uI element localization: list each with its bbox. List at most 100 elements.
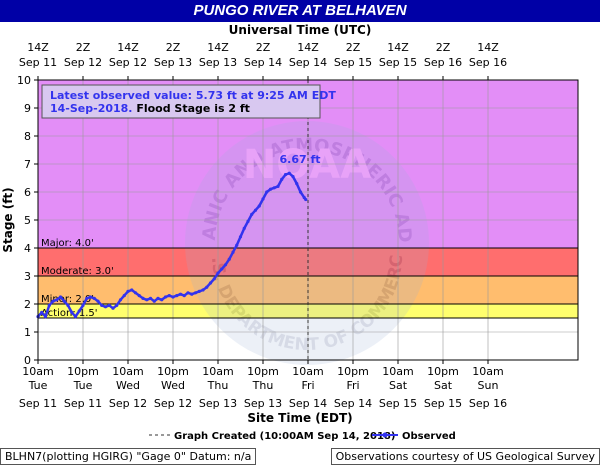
observed-point (298, 190, 303, 194)
bottom-tick-date: Sep 13 (244, 397, 282, 410)
observed-point (193, 291, 198, 295)
bottom-tick-date: Sep 14 (289, 397, 327, 410)
observed-point (70, 310, 74, 314)
observed-series (36, 171, 308, 319)
top-tick-hour: 14Z (27, 41, 49, 54)
top-tick-date: Sep 15 (379, 56, 417, 69)
observed-point (216, 271, 220, 275)
observed-point (201, 288, 205, 292)
bottom-tick-date: Sep 14 (334, 397, 372, 410)
bottom-tick-date: Sep 12 (109, 397, 147, 410)
latest-date-text: 14-Sep-2018. (50, 102, 133, 115)
peak-label: 6.67 ft (279, 153, 320, 166)
bottom-tick-time: 10am (382, 365, 413, 378)
observed-point (133, 291, 138, 295)
observed-point (304, 197, 308, 202)
observed-point (92, 296, 96, 300)
footer-credit-text: Observations courtesy of US Geological S… (330, 448, 600, 465)
observed-point (160, 298, 164, 302)
bottom-tick-date: Sep 11 (19, 397, 57, 410)
bottom-tick-day: Tue (28, 379, 48, 392)
observed-point (276, 184, 280, 188)
top-tick-date: Sep 16 (424, 56, 462, 69)
footer: BLHN7(plotting HGIRG) "Gage 0" Datum: n/… (0, 448, 600, 465)
observed-point (242, 226, 246, 230)
bottom-tick-day: Sat (434, 379, 453, 392)
observed-point (73, 315, 78, 319)
observed-point (272, 186, 276, 190)
top-tick-hour: 14Z (477, 41, 499, 54)
observed-point (77, 309, 81, 313)
top-tick-date: Sep 12 (109, 56, 147, 69)
observed-point (103, 305, 108, 309)
observed-point (107, 303, 111, 307)
top-tick-hour: 14Z (117, 41, 139, 54)
legend-observed-dot (382, 432, 388, 438)
observed-point (43, 315, 48, 319)
observed-point (268, 187, 273, 191)
y-tick-label: 0 (24, 354, 31, 367)
top-tick-hour: 2Z (346, 41, 361, 54)
y-tick-label: 8 (24, 130, 31, 143)
footer-datum-text: BLHN7(plotting HGIRG) "Gage 0" Datum: n/… (0, 448, 257, 465)
bottom-tick-time: 10am (202, 365, 233, 378)
top-tick-date: Sep 14 (289, 56, 327, 69)
top-tick-date: Sep 15 (334, 56, 372, 69)
observed-point (81, 303, 85, 307)
observed-point (287, 171, 291, 175)
observed-point (66, 303, 70, 307)
observed-point (100, 303, 104, 307)
observed-point (156, 296, 160, 300)
observed-point (235, 243, 239, 247)
observed-point (175, 294, 179, 298)
bottom-tick-date: Sep 15 (379, 397, 417, 410)
observed-point (220, 267, 224, 271)
observed-point (88, 295, 93, 299)
observed-point (167, 294, 171, 298)
category-label-moderate: Moderate: 3.0' (41, 266, 114, 277)
y-tick-label: 3 (24, 270, 31, 283)
bottom-tick-day: Fri (346, 379, 359, 392)
observed-point (58, 295, 63, 299)
observed-point (163, 295, 168, 299)
observed-point (111, 306, 115, 310)
observed-point (197, 289, 201, 293)
observed-point (186, 291, 190, 295)
observed-point (223, 263, 228, 267)
top-time-axis: 14Z Sep 11 2Z Sep 12 14Z Sep 12 2Z Sep 13 14Z Sep… (19, 41, 507, 80)
top-tick-date: Sep 12 (64, 56, 102, 69)
bottom-tick-time: 10pm (427, 365, 459, 378)
bottom-tick-time: 10am (292, 365, 323, 378)
top-tick-hour: 14Z (387, 41, 409, 54)
y-tick-label: 1 (24, 326, 31, 339)
top-axis-title: Universal Time (UTC) (229, 23, 372, 37)
bottom-tick-time: 10am (112, 365, 143, 378)
top-tick-date: Sep 14 (244, 56, 282, 69)
observed-point (96, 299, 100, 303)
y-tick-label: 5 (24, 214, 31, 227)
observed-point (130, 288, 134, 292)
observed-point (257, 204, 261, 208)
observed-point (178, 292, 183, 296)
observed-point (85, 296, 89, 300)
observed-point (40, 310, 44, 314)
observed-point (253, 208, 258, 212)
top-tick-date: Sep 11 (19, 56, 57, 69)
observed-point (182, 294, 186, 298)
bottom-tick-time: 10am (472, 365, 503, 378)
observed-point (152, 299, 156, 303)
bottom-tick-time: 10pm (157, 365, 189, 378)
y-tick-label: 10 (17, 74, 31, 87)
observed-point (115, 303, 119, 307)
bottom-tick-day: Sun (478, 379, 499, 392)
bottom-tick-time: 10pm (337, 365, 369, 378)
bottom-tick-date: Sep 15 (424, 397, 462, 410)
legend-created-label: Graph Created (10:00AM Sep 14, 2018) (174, 431, 395, 442)
legend: Graph Created (10:00AM Sep 14, 2018) Obs… (149, 431, 456, 442)
bottom-tick-date: Sep 16 (469, 397, 507, 410)
top-tick-hour: 2Z (166, 41, 181, 54)
observed-point (118, 298, 123, 302)
y-tick-label: 6 (24, 186, 31, 199)
observed-point (295, 182, 299, 186)
